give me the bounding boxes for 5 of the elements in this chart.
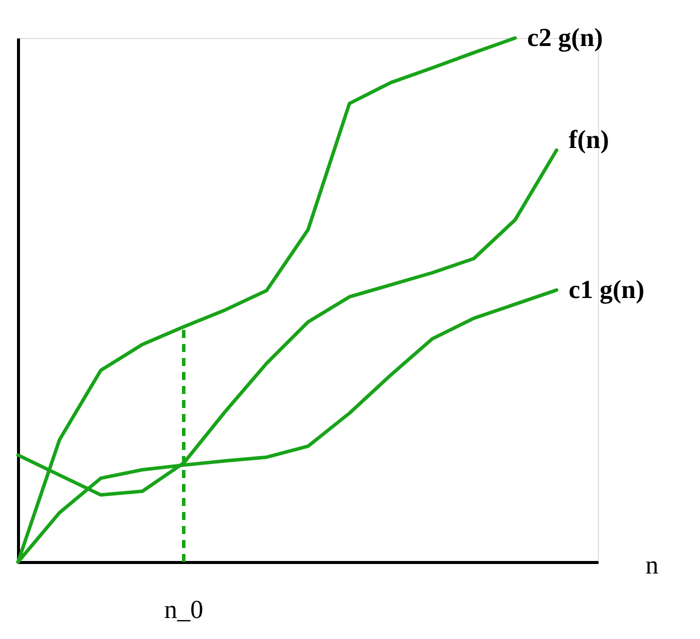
series-label: f(n) bbox=[568, 125, 610, 154]
series-label: c2 g(n) bbox=[527, 23, 603, 52]
series-label: c1 g(n) bbox=[568, 275, 644, 304]
x-axis-title: n bbox=[646, 550, 658, 580]
text: n_0 bbox=[164, 595, 204, 624]
